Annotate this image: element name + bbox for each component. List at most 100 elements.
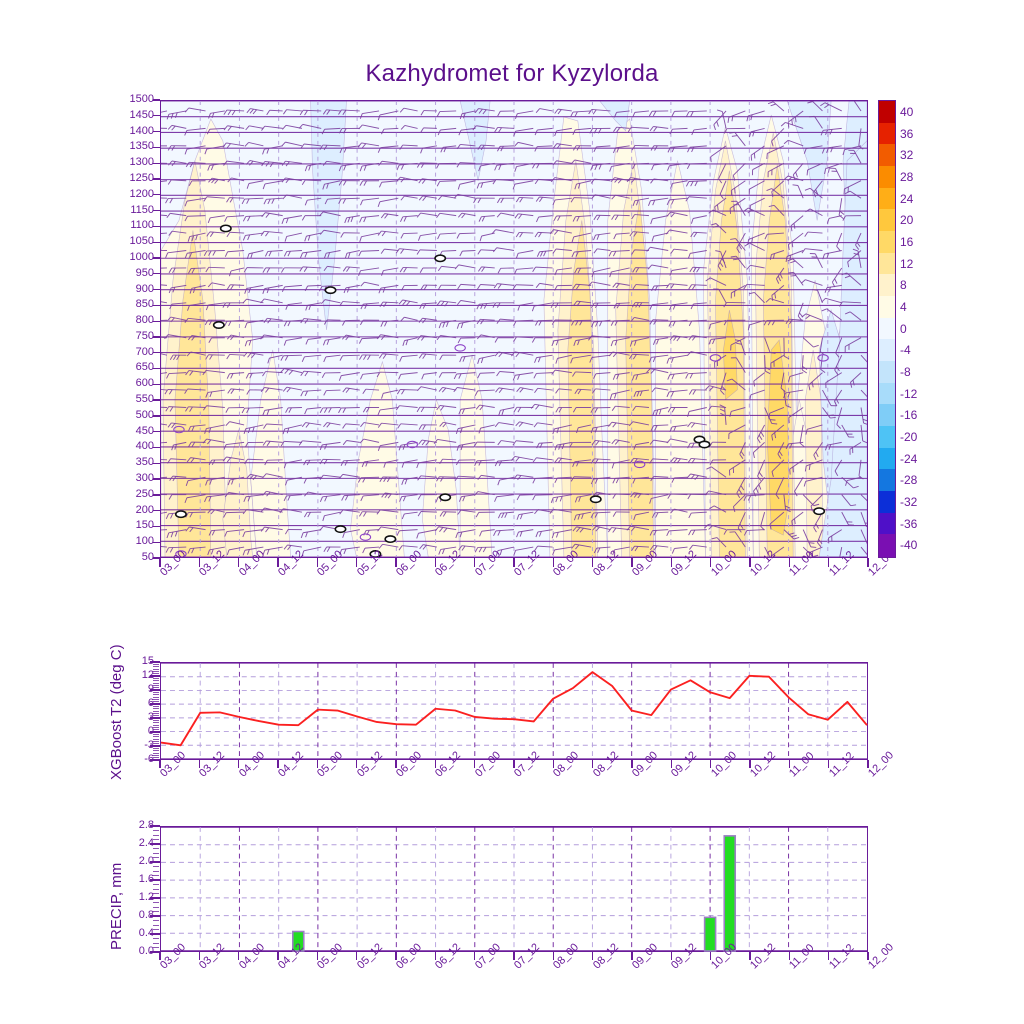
y-tick-label: 650 <box>135 361 154 374</box>
x-tick-mark <box>670 952 673 960</box>
y-minor-tick <box>153 938 159 940</box>
colorbar-tick-label: -12 <box>900 386 918 401</box>
y-minor-tick <box>153 670 159 672</box>
colorbar-swatch <box>879 382 895 405</box>
x-tick-mark <box>237 760 240 768</box>
colorbar-swatch <box>879 166 895 189</box>
x-tick-mark <box>591 558 594 567</box>
x-tick-mark <box>670 558 673 567</box>
y-minor-tick <box>153 757 159 759</box>
x-tick-mark <box>198 558 201 567</box>
y-minor-tick <box>153 920 159 922</box>
y-tick-label: 350 <box>135 456 154 469</box>
y-tick-mark <box>153 320 160 322</box>
y-minor-tick <box>153 750 159 752</box>
colorbar-swatch <box>879 361 895 384</box>
x-tick-mark <box>513 760 515 768</box>
colorbar-swatch <box>879 491 895 514</box>
y-minor-tick <box>153 745 159 747</box>
y-minor-tick <box>153 733 159 735</box>
x-tick-mark <box>395 558 397 567</box>
x-tick-mark <box>749 760 751 768</box>
x-tick-mark <box>788 558 791 567</box>
x-tick-mark <box>513 952 515 960</box>
colorbar-swatch <box>879 447 895 470</box>
colorbar-swatch <box>879 512 895 535</box>
y-tick-label: 1.2 <box>138 891 154 903</box>
y-tick-mark <box>153 478 160 480</box>
x-tick-mark <box>749 558 751 567</box>
x-tick-mark <box>709 558 712 567</box>
colorbar-swatch <box>879 209 895 232</box>
y-tick-label: 900 <box>135 282 154 295</box>
y-minor-tick <box>153 710 159 712</box>
y-minor-tick <box>153 759 159 761</box>
y-tick-label: 2.0 <box>138 855 154 867</box>
y-minor-tick <box>153 663 159 665</box>
x-tick-mark <box>395 760 397 768</box>
y-tick-label: 100 <box>135 535 154 548</box>
y-tick-mark <box>153 399 160 401</box>
y-tick-mark <box>153 146 160 149</box>
y-tick-label: 750 <box>135 329 154 342</box>
y-tick-label: 150 <box>135 519 154 532</box>
y-minor-tick <box>153 729 159 731</box>
x-tick-mark <box>159 952 161 960</box>
wind-barb-layer <box>161 101 867 557</box>
x-tick-mark <box>867 558 869 567</box>
x-tick-label: 12_00 <box>866 941 897 972</box>
x-tick-mark <box>552 952 555 960</box>
colorbar-tick-label: -40 <box>900 538 918 553</box>
x-tick-mark <box>277 952 279 960</box>
y-minor-tick <box>153 687 159 689</box>
y-minor-tick <box>153 719 159 721</box>
y-minor-tick <box>153 933 159 935</box>
colorbar-swatch <box>879 252 895 275</box>
colorbar-tick-label: 40 <box>900 104 914 119</box>
y-tick-label: 0.0 <box>138 945 154 957</box>
y-minor-tick <box>153 691 159 693</box>
y-tick-mark <box>153 288 160 291</box>
panel-xgboost-t2[interactable] <box>160 662 868 760</box>
y-tick-mark <box>153 383 160 385</box>
y-tick-mark <box>153 194 160 196</box>
x-tick-mark <box>355 760 358 768</box>
y-minor-tick <box>153 696 159 698</box>
colorbar-swatch <box>879 296 895 319</box>
y-minor-tick <box>153 724 159 726</box>
y-minor-tick <box>153 715 159 717</box>
x-tick-mark <box>709 760 712 768</box>
colorbar-tick-label: 32 <box>900 148 914 163</box>
y-tick-label: 1200 <box>129 187 154 200</box>
colorbar-tick-label: 20 <box>900 213 914 228</box>
y-minor-tick <box>153 897 159 899</box>
y-minor-tick <box>153 951 159 953</box>
y-minor-tick <box>153 712 159 714</box>
panel-precipitation[interactable] <box>160 826 868 952</box>
y-tick-mark <box>153 99 160 101</box>
y-minor-tick <box>153 726 159 728</box>
x-tick-mark <box>591 952 594 960</box>
x-tick-mark <box>355 558 358 567</box>
colorbar-tick-label: -16 <box>900 408 918 423</box>
x-tick-mark <box>827 558 830 567</box>
y-tick-label: -3 <box>112 740 154 751</box>
y-tick-label: 1100 <box>130 219 154 232</box>
contour-fill-layer <box>161 101 867 557</box>
y-minor-tick <box>153 673 159 675</box>
colorbar-swatch <box>879 426 895 449</box>
y-minor-tick <box>153 677 159 679</box>
page-title: Kazhydromet for Kyzylorda <box>365 60 659 87</box>
precip-bar-series <box>161 826 867 952</box>
y-minor-tick <box>153 830 159 832</box>
y-tick-label: 15 <box>141 655 154 667</box>
panel-time-height-cross-section[interactable] <box>160 100 868 558</box>
y-tick-mark <box>153 115 160 117</box>
x-tick-label: 12_00 <box>866 749 897 780</box>
y-tick-mark <box>153 415 160 417</box>
y-tick-mark <box>153 557 160 559</box>
x-tick-mark <box>473 760 476 768</box>
colorbar-tick-label: -4 <box>900 343 911 358</box>
y-minor-tick <box>153 834 159 836</box>
